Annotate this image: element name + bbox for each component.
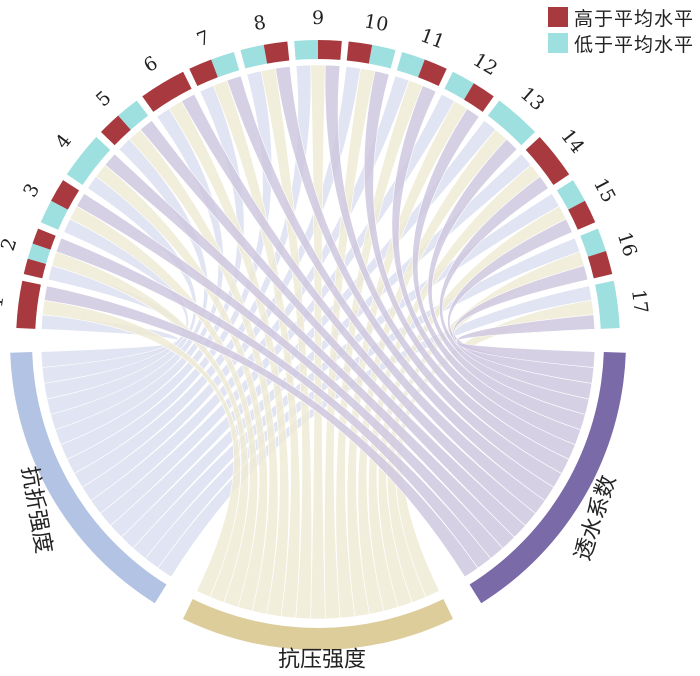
sample-label-15: 15 <box>589 175 620 207</box>
sample-6-segment-above <box>142 71 192 112</box>
sample-label-8: 8 <box>252 11 268 35</box>
sample-13-segment-below <box>487 100 536 146</box>
sample-16-segment-below <box>580 228 606 257</box>
sample-arc-layer <box>16 40 620 329</box>
sample-8-segment-below <box>240 44 268 69</box>
legend: 高于平均水平 低于平均水平 <box>547 4 694 56</box>
legend-label-above: 高于平均水平 <box>573 7 694 30</box>
sample-3-segment-above <box>51 180 80 210</box>
sample-label-3: 3 <box>19 180 44 201</box>
sample-label-4: 4 <box>51 130 76 153</box>
sample-label-6: 6 <box>140 52 162 77</box>
legend-label-below: 低于平均水平 <box>573 33 694 56</box>
sample-label-13: 13 <box>516 83 549 115</box>
sample-15-segment-below <box>556 180 585 210</box>
sample-10-segment-above <box>346 41 373 64</box>
sample-2-segment-below <box>27 243 51 264</box>
sample-label-2: 2 <box>0 235 21 253</box>
sample-2-segment-above <box>32 228 56 250</box>
sample-7-segment-below <box>211 51 240 78</box>
sample-14-segment-above <box>525 136 570 185</box>
sample-12-segment-above <box>464 83 494 112</box>
sample-label-14: 14 <box>556 125 588 158</box>
legend-swatch-below <box>547 33 568 53</box>
sample-label-10: 10 <box>362 10 390 36</box>
sample-11-segment-above <box>418 59 447 86</box>
sample-15-segment-above <box>568 200 596 230</box>
sample-label-1: 1 <box>0 294 8 309</box>
sample-9-segment-above <box>318 40 342 60</box>
sample-5-segment-above <box>100 115 131 146</box>
sample-7-segment-above <box>189 59 218 86</box>
sample-5-segment-below <box>118 100 149 130</box>
sample-12-segment-below <box>444 71 474 100</box>
legend-item-below: 低于平均水平 <box>547 30 694 56</box>
ribbon-sample-17-property-3 <box>455 314 596 368</box>
property-arc-3 <box>469 351 626 604</box>
sample-label-17: 17 <box>627 288 652 315</box>
sample-label-16: 16 <box>613 230 641 260</box>
sample-3-segment-below <box>40 200 68 230</box>
sample-17-segment-below <box>595 280 620 329</box>
legend-swatch-above <box>547 7 568 27</box>
sample-label-12: 12 <box>469 49 501 80</box>
ribbon-layer <box>40 64 596 620</box>
sample-9-segment-below <box>294 40 318 60</box>
sample-16-segment-above <box>587 251 613 279</box>
sample-11-segment-below <box>396 51 425 78</box>
property-label-2: 抗压强度 <box>278 648 366 673</box>
sample-label-7: 7 <box>194 27 213 52</box>
legend-item-above: 高于平均水平 <box>547 4 694 30</box>
sample-label-5: 5 <box>92 87 116 111</box>
property-arc-layer <box>10 351 626 651</box>
property-arc-2 <box>182 599 454 651</box>
sample-1-segment-above <box>16 280 41 329</box>
sample-label-9: 9 <box>312 7 324 29</box>
sample-8-segment-above <box>263 41 290 64</box>
sample-10-segment-below <box>368 44 396 69</box>
sample-label-11: 11 <box>417 24 447 53</box>
sample-4-segment-below <box>66 136 111 185</box>
sample-2-segment-above <box>23 258 46 279</box>
property-arc-1 <box>10 351 167 604</box>
